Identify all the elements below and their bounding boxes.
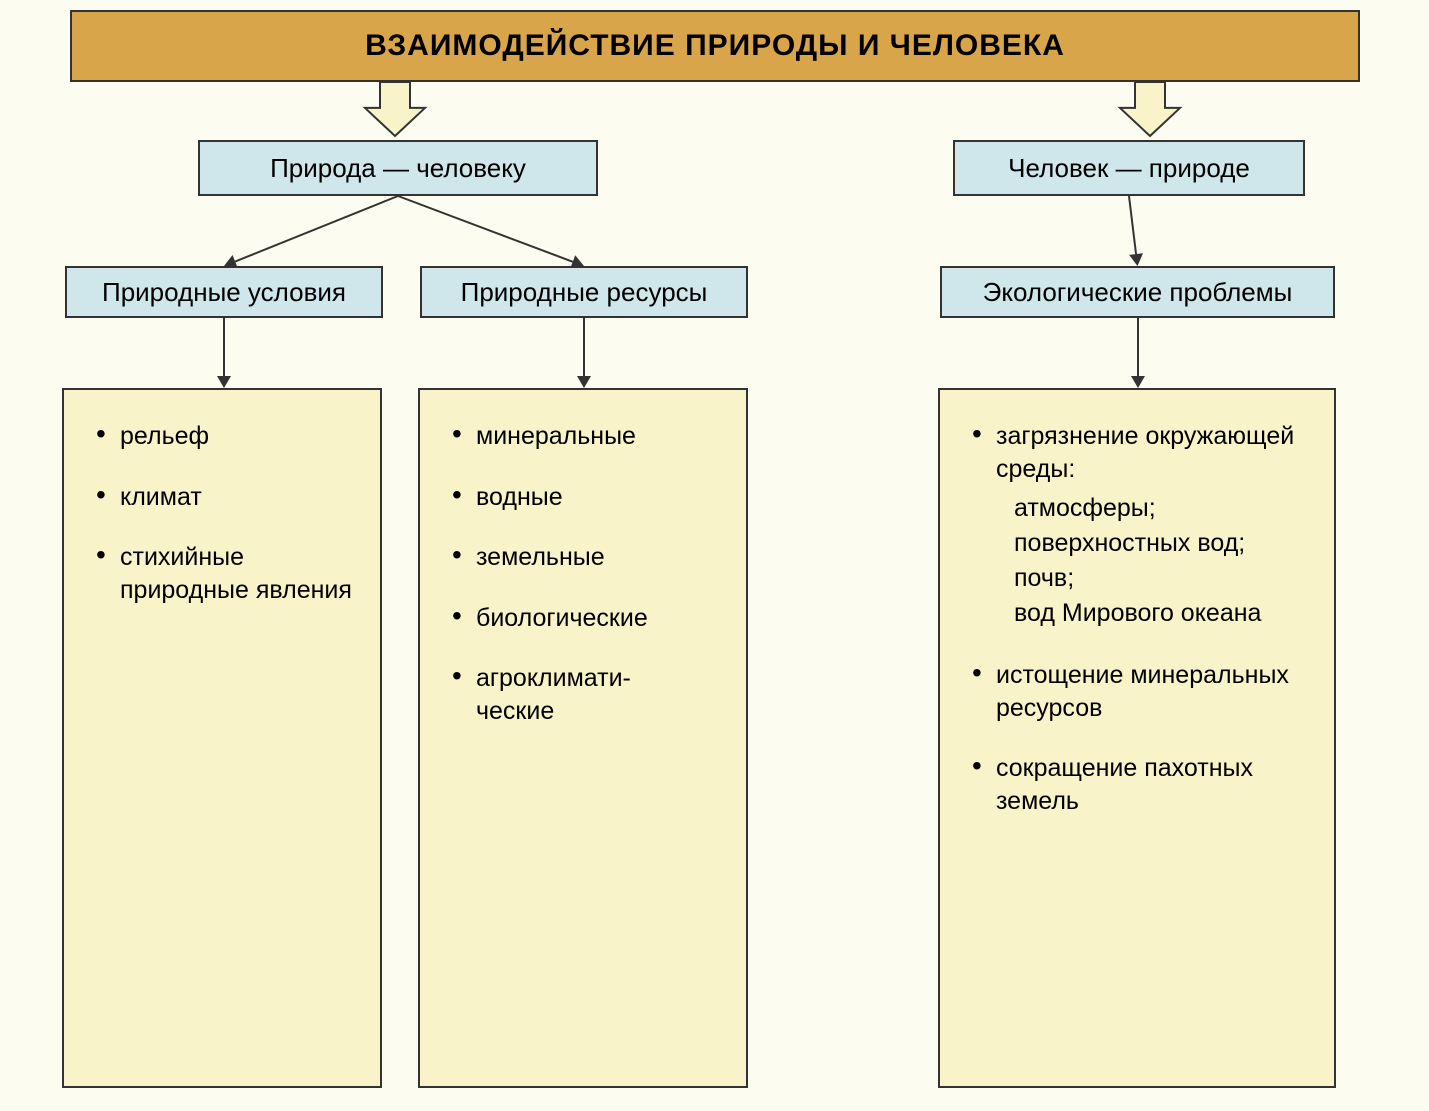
list-natural-conditions: рельеф климат стихийные природные явления (92, 420, 352, 606)
cat-2-label: Природные ресурсы (461, 277, 708, 308)
arrow-right-down (1119, 196, 1148, 266)
sublist-item: вод Мирового океана (1014, 596, 1306, 631)
arrow-cat2-down (572, 318, 596, 388)
sub-left-label: Природа — человеку (270, 153, 526, 184)
arrow-big-left (365, 82, 425, 136)
content-natural-resources: минеральные водные земельные биологические а… (418, 388, 748, 1088)
content-natural-conditions: рельеф климат стихийные природные явления (62, 388, 382, 1088)
list-item: агроклимати-ческие (448, 662, 718, 727)
cat-3-label: Экологические проблемы (983, 277, 1293, 308)
sub-right-label: Человек — природе (1008, 153, 1250, 184)
list-item: климат (92, 481, 352, 514)
list-item: загрязнение окружающей среды:атмосферы;п… (968, 420, 1306, 631)
list-item: рельеф (92, 420, 352, 453)
category-natural-conditions: Природные условия (65, 266, 383, 318)
arrow-cat1-down (212, 318, 236, 388)
list-item: биологические (448, 602, 718, 635)
content-ecological-problems: загрязнение окружающей среды:атмосферы;п… (938, 388, 1336, 1088)
arrow-big-right (1120, 82, 1180, 136)
diagram-title: ВЗАИМОДЕЙСТВИЕ ПРИРОДЫ И ЧЕЛОВЕКА (70, 10, 1360, 82)
list-item: стихийные природные явления (92, 541, 352, 606)
title-text: ВЗАИМОДЕЙСТВИЕ ПРИРОДЫ И ЧЕЛОВЕКА (365, 29, 1065, 63)
list-item: сокращение пахотных земель (968, 752, 1306, 817)
category-natural-resources: Природные ресурсы (420, 266, 748, 318)
sublist: атмосферы;поверхностных вод;почв;вод Мир… (996, 491, 1306, 631)
split-arrows-left (204, 194, 604, 268)
cat-1-label: Природные условия (102, 277, 346, 308)
sub-nature-to-human: Природа — человеку (198, 140, 598, 196)
list-item: земельные (448, 541, 718, 574)
list-natural-resources: минеральные водные земельные биологические а… (448, 420, 718, 727)
list-ecological-problems: загрязнение окружающей среды:атмосферы;п… (968, 420, 1306, 817)
sublist-item: почв; (1014, 561, 1306, 596)
list-item: минеральные (448, 420, 718, 453)
list-item: водные (448, 481, 718, 514)
arrow-cat3-down (1126, 318, 1150, 388)
category-ecological-problems: Экологические проблемы (940, 266, 1335, 318)
sublist-item: поверхностных вод; (1014, 526, 1306, 561)
sub-human-to-nature: Человек — природе (953, 140, 1305, 196)
list-item: истощение минеральных ресурсов (968, 659, 1306, 724)
sublist-item: атмосферы; (1014, 491, 1306, 526)
